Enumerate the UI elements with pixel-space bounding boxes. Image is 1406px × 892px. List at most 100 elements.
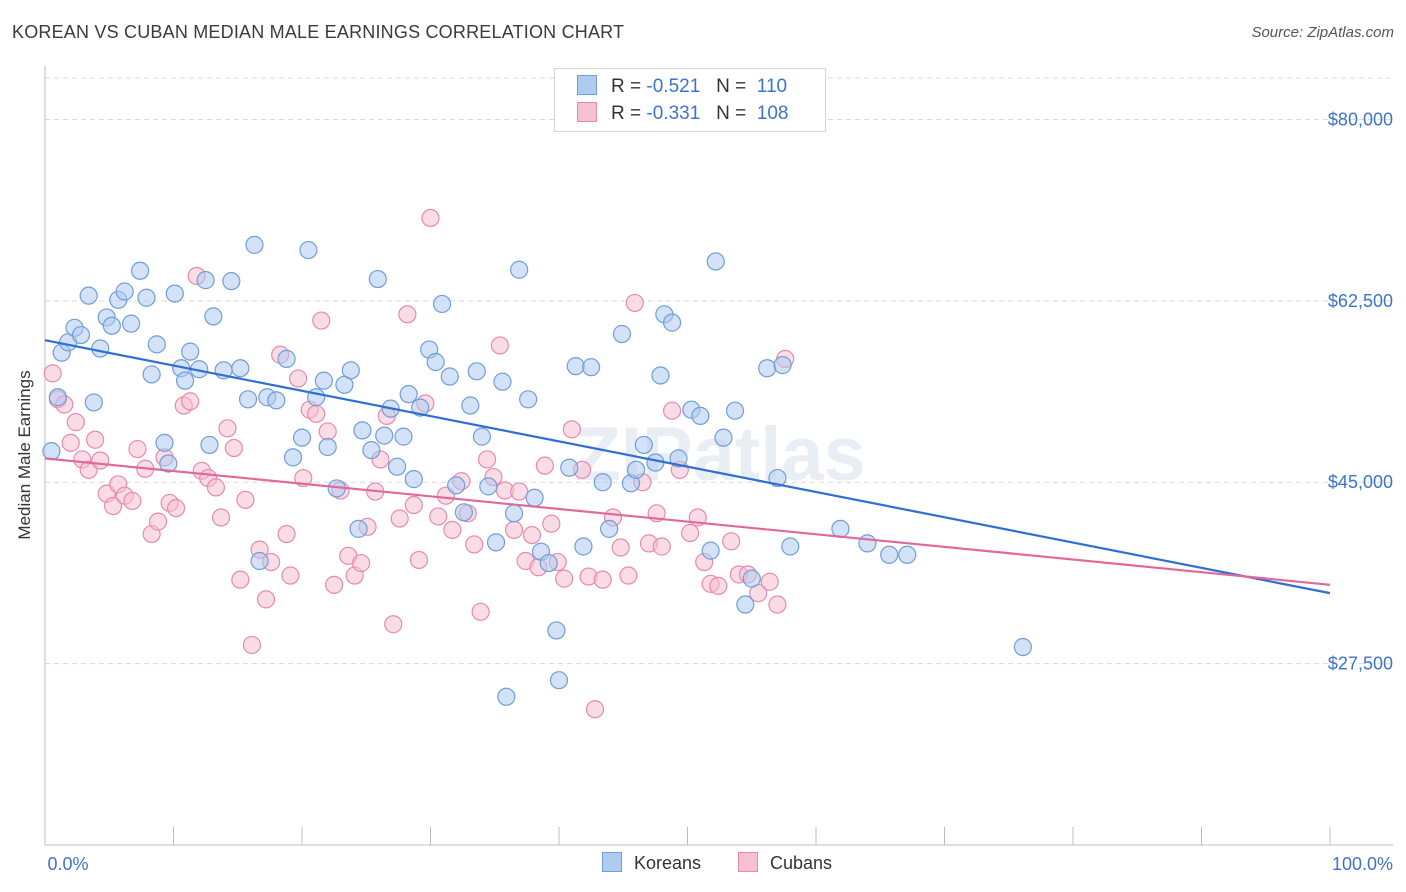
data-point: [768, 468, 787, 488]
data-point: [768, 595, 787, 614]
data-point: [898, 545, 917, 564]
data-point: [362, 440, 381, 460]
data-point: [486, 533, 506, 552]
data-point: [497, 687, 516, 706]
data-point: [471, 602, 490, 621]
data-point: [626, 460, 646, 479]
data-point: [593, 473, 612, 492]
data-point: [267, 391, 286, 410]
data-point: [662, 313, 682, 332]
data-point: [159, 454, 178, 473]
y-tick-label: $45,000: [1328, 472, 1393, 492]
data-point: [128, 439, 147, 459]
data-point: [352, 553, 371, 573]
data-point: [519, 390, 538, 409]
data-point: [398, 305, 417, 324]
data-point: [104, 496, 123, 516]
n-value: 108: [756, 103, 789, 124]
data-point: [479, 477, 498, 496]
data-point: [600, 519, 619, 538]
data-point: [165, 284, 184, 303]
data-point: [231, 570, 250, 589]
data-point: [71, 325, 91, 345]
data-point: [429, 507, 448, 526]
data-point: [542, 514, 561, 533]
data-point: [368, 269, 387, 289]
data-point: [760, 572, 779, 591]
data-point: [43, 364, 62, 383]
cubans-legend-label: Cubans: [770, 853, 833, 873]
data-point: [535, 456, 554, 475]
data-point: [307, 388, 326, 407]
data-point: [341, 361, 360, 380]
cubans-points: [43, 208, 795, 719]
data-point: [86, 430, 105, 449]
data-point: [504, 504, 524, 523]
data-point: [493, 372, 512, 391]
data-point: [447, 476, 466, 495]
y-tick-label: $80,000: [1328, 109, 1393, 129]
data-point: [79, 286, 98, 305]
data-point: [669, 449, 688, 468]
data-point: [307, 404, 326, 423]
data-point: [549, 671, 569, 690]
koreans-legend-swatch: [602, 852, 622, 872]
data-point: [461, 396, 480, 415]
data-point: [277, 349, 296, 368]
data-point: [312, 311, 331, 330]
data-point: [155, 433, 174, 452]
legend-item-cubans: Cubans: [738, 852, 832, 874]
data-point: [680, 523, 700, 543]
data-point: [283, 448, 303, 467]
data-point: [84, 393, 103, 412]
koreans-swatch: [577, 75, 597, 95]
data-point: [42, 442, 61, 461]
source-label: Source: ZipAtlas.com: [1251, 24, 1394, 41]
n-label: N =: [716, 103, 747, 124]
data-point: [593, 570, 612, 589]
data-point: [181, 342, 200, 361]
data-point: [91, 451, 110, 470]
data-point: [477, 450, 497, 469]
data-point: [662, 401, 682, 420]
watermark: ZIPatlas: [574, 412, 865, 497]
data-point: [353, 421, 372, 440]
data-point: [404, 470, 423, 489]
data-point: [123, 491, 142, 510]
data-point: [443, 520, 462, 540]
data-point: [472, 427, 491, 446]
data-point: [48, 388, 67, 407]
data-point: [562, 420, 581, 439]
cubans-swatch: [577, 102, 597, 122]
data-point: [781, 537, 800, 556]
data-point: [525, 488, 544, 507]
data-point: [574, 537, 593, 556]
data-point: [652, 537, 671, 556]
data-point: [61, 433, 80, 452]
data-point: [102, 316, 121, 335]
data-point: [314, 371, 333, 390]
data-point: [634, 435, 653, 455]
data-point: [277, 524, 296, 544]
data-point: [175, 371, 195, 390]
data-point: [880, 545, 899, 564]
data-point: [250, 551, 269, 571]
data-point: [130, 261, 150, 280]
data-point: [238, 390, 258, 409]
trend-lines: [44, 339, 1331, 595]
data-point: [742, 569, 761, 588]
data-point: [404, 495, 423, 515]
data-point: [115, 282, 134, 301]
data-point: [465, 535, 484, 554]
data-point: [547, 621, 566, 640]
data-point: [560, 458, 579, 477]
data-point: [725, 401, 745, 420]
data-point: [211, 508, 231, 527]
data-point: [454, 503, 474, 522]
data-point: [375, 426, 394, 445]
data-point: [504, 520, 524, 540]
data-point: [651, 366, 670, 385]
data-point: [390, 509, 409, 528]
data-point: [292, 428, 312, 447]
data-point: [166, 499, 186, 518]
